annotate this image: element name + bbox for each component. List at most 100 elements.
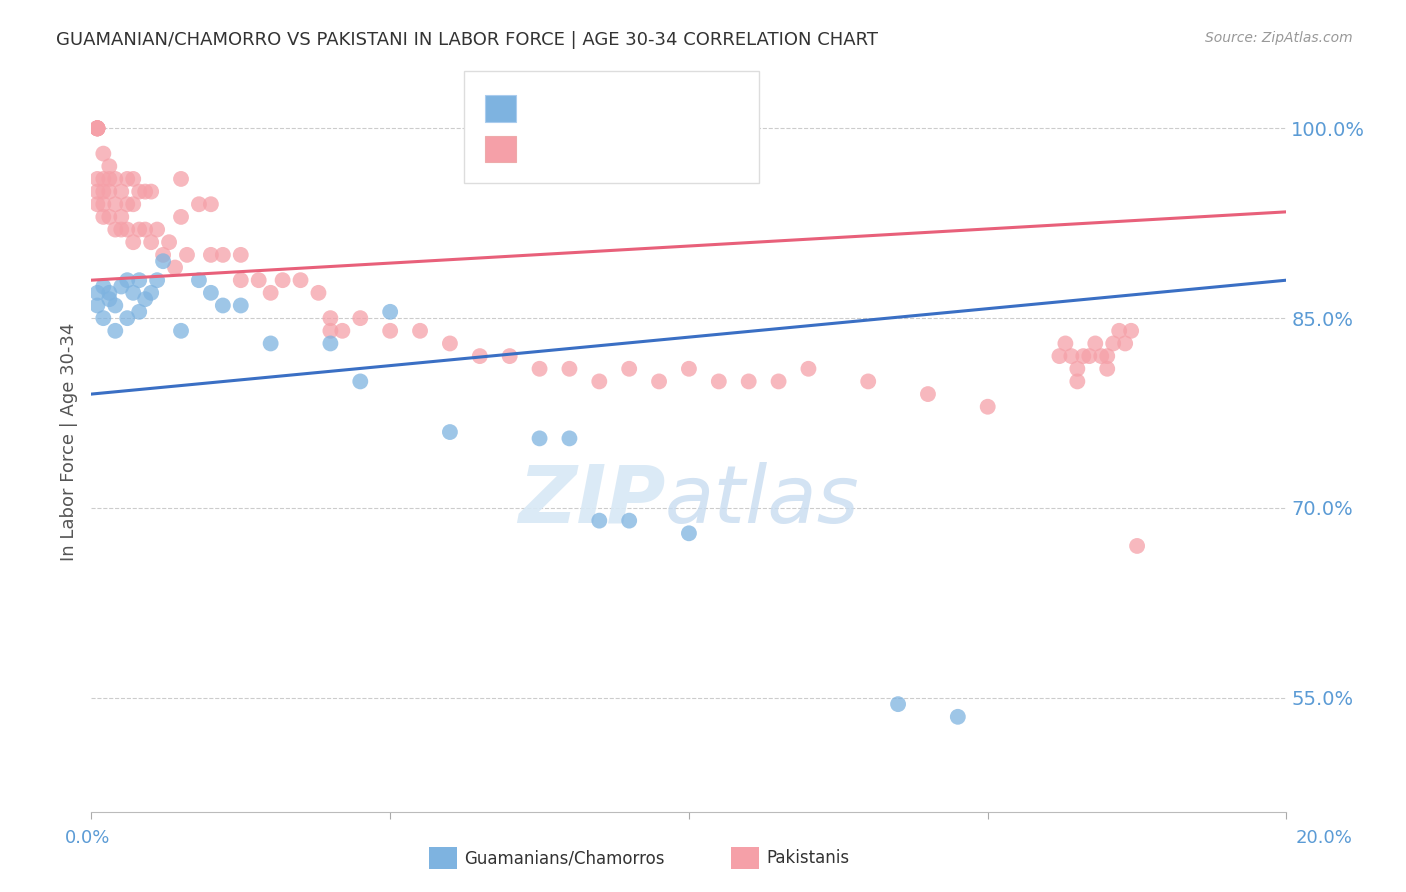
Point (678, 361, 700, 376)
Point (98, 159, 121, 173)
Point (110, 279, 132, 293)
Point (380, 305, 402, 319)
Point (141, 285, 163, 300)
Point (86, 121, 108, 136)
Point (115, 273, 138, 287)
Point (332, 324, 354, 338)
Point (176, 248, 198, 262)
Point (104, 298, 127, 312)
Text: atlas: atlas (665, 462, 860, 540)
Point (247, 273, 270, 287)
Point (1126, 539, 1149, 553)
Point (229, 248, 252, 262)
Point (128, 305, 150, 319)
Point (211, 298, 233, 312)
Text: Source: ZipAtlas.com: Source: ZipAtlas.com (1205, 31, 1353, 45)
Text: Pakistanis: Pakistanis (766, 849, 849, 867)
Point (115, 197, 138, 211)
Point (1073, 349, 1095, 363)
Text: ZIP: ZIP (517, 462, 665, 540)
Point (141, 185, 163, 199)
Point (104, 324, 127, 338)
Point (104, 197, 127, 211)
Point (122, 285, 145, 300)
Point (259, 285, 281, 300)
Point (93, 279, 115, 293)
Point (122, 197, 145, 211)
Point (976, 400, 998, 414)
Point (1066, 375, 1088, 389)
Point (558, 431, 581, 445)
Point (163, 260, 186, 275)
Point (1102, 336, 1125, 351)
Point (678, 526, 700, 541)
Point (98, 185, 121, 199)
Point (110, 222, 132, 236)
Point (86, 121, 108, 136)
Point (134, 292, 156, 306)
Point (1090, 349, 1112, 363)
Point (152, 254, 174, 268)
Point (93, 210, 115, 224)
Point (1108, 324, 1130, 338)
Point (648, 375, 671, 389)
Point (188, 197, 211, 211)
Text: Guamanians/Chamorros: Guamanians/Chamorros (464, 849, 665, 867)
Point (619, 514, 641, 528)
Point (307, 285, 329, 300)
Point (946, 710, 969, 724)
Point (188, 273, 211, 287)
Point (211, 248, 233, 262)
Point (529, 361, 551, 376)
Point (115, 311, 138, 326)
Point (1114, 336, 1136, 351)
Point (110, 185, 132, 199)
Point (259, 336, 281, 351)
Point (200, 197, 222, 211)
Point (128, 185, 150, 199)
Point (122, 172, 145, 186)
Point (104, 172, 127, 186)
Point (110, 210, 132, 224)
Point (86, 121, 108, 136)
Point (170, 210, 193, 224)
Point (619, 361, 641, 376)
Point (146, 222, 169, 236)
Point (170, 324, 193, 338)
Point (86, 285, 108, 300)
Point (349, 375, 371, 389)
Point (93, 146, 115, 161)
Point (200, 285, 222, 300)
Point (170, 172, 193, 186)
Point (157, 235, 180, 250)
Point (229, 298, 252, 312)
Point (1097, 361, 1119, 376)
Point (887, 697, 910, 711)
Point (98, 210, 121, 224)
Point (768, 375, 790, 389)
Point (409, 324, 432, 338)
Point (499, 349, 522, 363)
Point (1054, 336, 1077, 351)
Point (319, 324, 342, 338)
Point (290, 273, 312, 287)
Point (858, 375, 880, 389)
Point (439, 425, 461, 439)
Point (319, 336, 342, 351)
Point (86, 185, 108, 199)
Point (141, 235, 163, 250)
Point (229, 273, 252, 287)
Point (1066, 361, 1088, 376)
Point (1078, 349, 1101, 363)
Point (588, 375, 610, 389)
Point (86, 121, 108, 136)
Point (588, 514, 610, 528)
Point (380, 324, 402, 338)
Point (558, 361, 581, 376)
Point (349, 311, 371, 326)
Point (93, 197, 115, 211)
Point (86, 121, 108, 136)
Point (319, 311, 342, 326)
Point (797, 361, 820, 376)
Point (128, 273, 150, 287)
